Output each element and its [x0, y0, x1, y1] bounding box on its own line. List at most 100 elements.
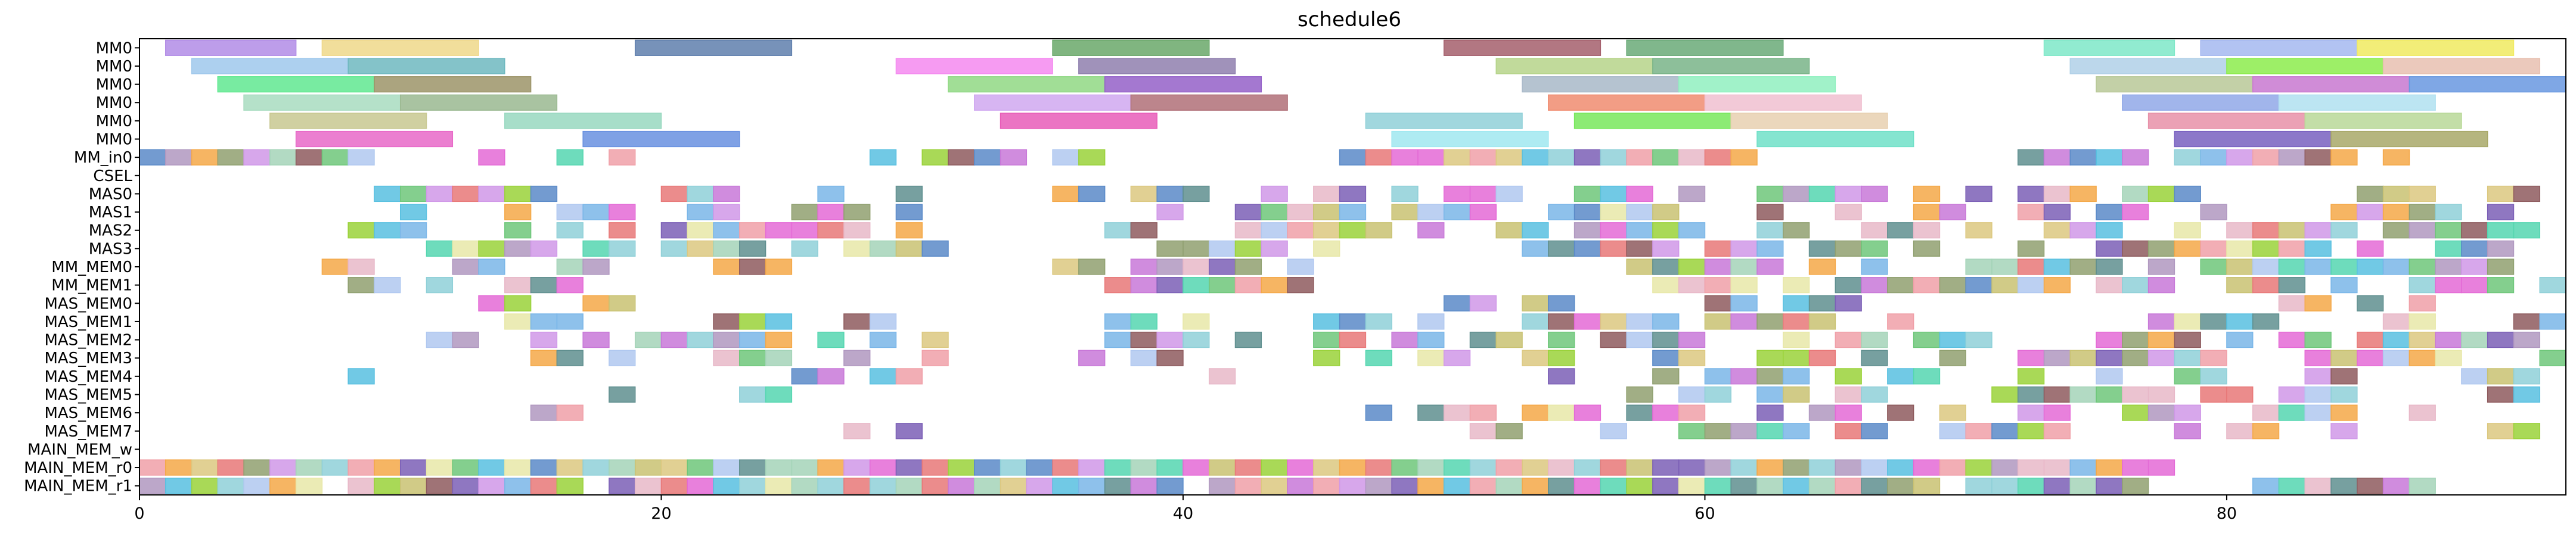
task-bar	[2409, 76, 2566, 93]
task-cell	[634, 478, 662, 494]
task-cell	[1965, 277, 1992, 294]
task-bar	[1573, 113, 1731, 129]
task-cell	[1573, 459, 1602, 476]
task-cell	[2304, 478, 2332, 494]
task-cell	[1313, 478, 1340, 494]
task-cell	[1130, 185, 1157, 202]
task-cell	[1783, 350, 1810, 366]
task-cell	[895, 222, 923, 239]
task-cell	[869, 459, 897, 476]
task-cell	[2357, 258, 2384, 275]
task-cell	[1417, 313, 1445, 330]
task-cell	[2200, 149, 2227, 166]
task-cell	[2330, 368, 2358, 385]
task-cell	[2513, 368, 2540, 385]
task-cell	[713, 350, 740, 366]
task-cell	[739, 386, 766, 403]
task-cell	[2069, 222, 2097, 239]
task-cell	[2174, 222, 2201, 239]
task-cell	[1861, 222, 1888, 239]
task-cell	[2513, 423, 2540, 440]
task-cell	[2304, 222, 2332, 239]
task-cell	[2487, 240, 2515, 257]
task-cell	[1626, 404, 1653, 421]
task-cell	[1417, 222, 1445, 239]
task-cell	[817, 185, 845, 202]
task-cell	[1104, 459, 1132, 476]
task-cell	[1861, 240, 1888, 257]
task-cell	[921, 478, 949, 494]
y-tick-label: MAS_MEM6	[44, 404, 132, 422]
task-cell	[1626, 149, 1653, 166]
task-cell	[1443, 149, 1471, 166]
task-cell	[2147, 404, 2175, 421]
task-cell	[1861, 386, 1888, 403]
task-cell	[1130, 277, 1157, 294]
task-cell	[1991, 459, 2019, 476]
task-cell	[1261, 204, 1288, 220]
task-cell	[2200, 204, 2227, 220]
task-cell	[1208, 368, 1236, 385]
task-cell	[1417, 149, 1445, 166]
task-cell	[791, 240, 818, 257]
task-cell	[1600, 478, 1627, 494]
task-bar	[1000, 113, 1157, 129]
task-cell	[478, 459, 505, 476]
task-cell	[1469, 478, 1497, 494]
task-bar	[2304, 113, 2462, 129]
task-cell	[1130, 459, 1157, 476]
task-cell	[660, 240, 688, 257]
task-cell	[2043, 204, 2071, 220]
task-cell	[2043, 404, 2071, 421]
task-cell	[974, 149, 1001, 166]
task-cell	[2096, 149, 2123, 166]
task-cell	[2487, 222, 2515, 239]
task-cell	[1913, 204, 1941, 220]
task-cell	[1183, 258, 1210, 275]
task-cell	[2174, 313, 2201, 330]
task-cell	[1000, 149, 1028, 166]
task-cell	[2409, 313, 2436, 330]
task-cell	[1522, 295, 1549, 311]
task-cell	[504, 277, 532, 294]
task-cell	[1652, 331, 1680, 348]
task-cell	[191, 149, 219, 166]
task-cell	[1652, 222, 1680, 239]
task-cell	[2409, 204, 2436, 220]
task-cell	[2200, 386, 2227, 403]
task-cell	[191, 459, 219, 476]
task-cell	[1391, 331, 1419, 348]
task-cell	[2226, 222, 2254, 239]
y-tick-label: MM_in0	[74, 149, 132, 167]
task-cell	[399, 222, 427, 239]
task-cell	[1339, 222, 1367, 239]
task-cell	[869, 313, 897, 330]
task-cell	[2017, 240, 2045, 257]
task-cell	[1573, 478, 1602, 494]
task-cell	[1417, 404, 1445, 421]
task-cell	[2330, 277, 2358, 294]
task-cell	[1913, 277, 1941, 294]
task-cell	[2487, 368, 2515, 385]
task-cell	[2017, 404, 2045, 421]
task-cell	[1573, 313, 1602, 330]
task-cell	[556, 204, 584, 220]
task-cell	[2435, 350, 2462, 366]
task-cell	[1234, 277, 1262, 294]
task-cell	[1965, 185, 1992, 202]
task-cell	[895, 459, 923, 476]
task-cell	[1234, 331, 1262, 348]
task-cell	[2330, 149, 2358, 166]
task-cell	[556, 350, 584, 366]
task-cell	[2252, 258, 2280, 275]
task-cell	[1365, 459, 1392, 476]
task-cell	[2278, 258, 2306, 275]
task-cell	[1339, 185, 1367, 202]
task-cell	[609, 295, 636, 311]
task-cell	[504, 459, 532, 476]
task-bar	[295, 130, 454, 148]
task-bar	[321, 39, 479, 56]
task-cell	[1965, 258, 1992, 275]
task-cell	[504, 222, 532, 239]
task-bar	[2096, 76, 2254, 93]
